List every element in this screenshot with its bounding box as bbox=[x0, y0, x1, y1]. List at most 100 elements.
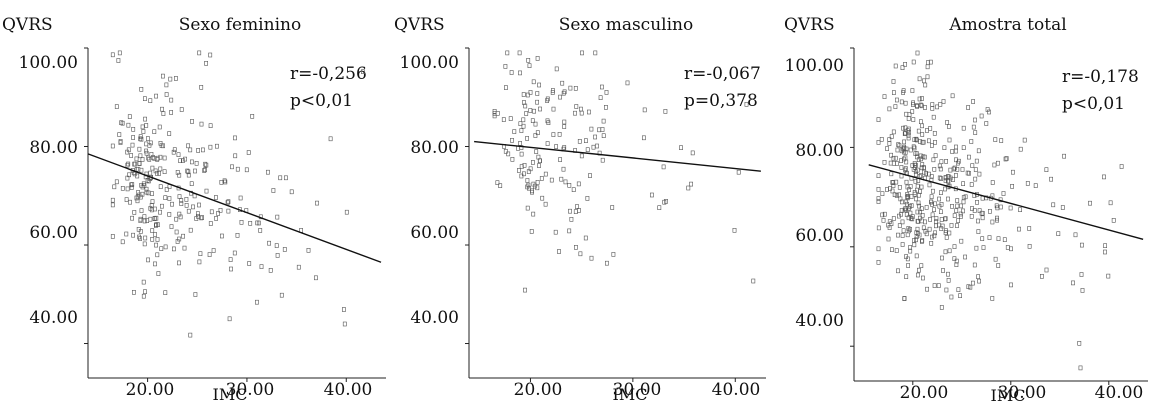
data-point bbox=[495, 111, 500, 116]
data-point bbox=[971, 280, 975, 286]
data-point bbox=[929, 199, 934, 205]
data-point bbox=[601, 118, 606, 124]
data-point bbox=[190, 159, 194, 165]
data-point bbox=[528, 90, 533, 95]
data-point bbox=[890, 247, 894, 252]
data-point bbox=[1111, 218, 1116, 223]
data-point bbox=[1108, 200, 1113, 206]
data-point bbox=[923, 228, 928, 234]
data-point bbox=[893, 63, 898, 69]
data-point bbox=[966, 105, 971, 110]
data-point bbox=[571, 187, 576, 192]
data-point bbox=[148, 98, 153, 103]
data-point bbox=[909, 216, 913, 221]
data-point bbox=[344, 209, 349, 215]
data-point bbox=[138, 134, 143, 139]
data-point bbox=[522, 163, 527, 168]
data-point bbox=[283, 175, 288, 181]
data-point bbox=[925, 64, 930, 70]
data-point bbox=[1009, 246, 1013, 252]
data-point bbox=[927, 138, 931, 144]
data-point bbox=[900, 65, 905, 70]
data-point bbox=[131, 135, 136, 140]
data-point bbox=[259, 264, 264, 269]
data-point bbox=[899, 165, 904, 170]
data-point bbox=[938, 102, 943, 107]
data-point bbox=[125, 162, 130, 168]
data-point bbox=[216, 211, 221, 216]
data-point bbox=[892, 192, 897, 197]
data-point bbox=[876, 225, 881, 231]
data-point bbox=[129, 185, 134, 190]
data-point bbox=[140, 124, 145, 130]
data-point bbox=[917, 203, 922, 209]
x-tick-label: 30.00 bbox=[613, 380, 662, 400]
data-point bbox=[880, 191, 885, 196]
data-point bbox=[186, 172, 191, 178]
data-point bbox=[116, 58, 121, 63]
data-point bbox=[954, 157, 958, 163]
data-point bbox=[896, 232, 900, 238]
data-point bbox=[214, 195, 218, 200]
data-point bbox=[969, 139, 974, 144]
data-point bbox=[917, 267, 921, 273]
data-point bbox=[535, 180, 540, 185]
data-point bbox=[143, 116, 148, 122]
scatter-chart-feminino: QVRS Sexo feminino 100.00 80.00 60.00 40… bbox=[2, 15, 386, 404]
data-point bbox=[129, 182, 134, 188]
data-point bbox=[939, 176, 943, 181]
data-point bbox=[903, 199, 908, 205]
data-point bbox=[920, 238, 925, 243]
data-point bbox=[1027, 226, 1032, 231]
data-point bbox=[209, 209, 214, 215]
data-point bbox=[939, 217, 944, 222]
data-point bbox=[232, 250, 237, 256]
data-point bbox=[194, 161, 199, 166]
data-point bbox=[915, 103, 919, 108]
data-point bbox=[535, 99, 540, 105]
data-point bbox=[578, 251, 583, 257]
data-point bbox=[271, 188, 276, 193]
data-point bbox=[568, 208, 572, 214]
data-point bbox=[279, 292, 284, 298]
data-point bbox=[891, 216, 896, 221]
data-point bbox=[961, 208, 965, 214]
data-point bbox=[186, 143, 191, 149]
data-point bbox=[156, 271, 161, 276]
data-point bbox=[549, 177, 554, 183]
data-point bbox=[928, 217, 933, 222]
data-point bbox=[931, 114, 936, 120]
data-point bbox=[112, 184, 117, 190]
data-point bbox=[880, 212, 885, 218]
data-point bbox=[690, 150, 695, 156]
data-point bbox=[909, 194, 914, 199]
data-point bbox=[129, 153, 134, 158]
data-point bbox=[144, 150, 149, 156]
data-point bbox=[289, 189, 294, 195]
data-point bbox=[930, 234, 934, 240]
data-point bbox=[911, 117, 916, 122]
data-point bbox=[135, 198, 140, 204]
data-point bbox=[204, 60, 209, 66]
data-point bbox=[973, 117, 977, 123]
data-point bbox=[197, 259, 202, 265]
data-point bbox=[940, 223, 945, 229]
data-point bbox=[922, 78, 926, 84]
data-point bbox=[506, 151, 511, 157]
data-point bbox=[128, 199, 132, 205]
data-point bbox=[585, 196, 590, 201]
data-point bbox=[939, 209, 943, 214]
data-point bbox=[907, 126, 911, 132]
data-point bbox=[611, 252, 616, 257]
y-tick-label: 100.00 bbox=[400, 53, 459, 73]
data-point bbox=[920, 140, 925, 145]
data-point bbox=[933, 153, 938, 158]
data-point bbox=[1062, 153, 1067, 159]
data-point bbox=[927, 226, 932, 232]
data-point bbox=[533, 133, 538, 138]
data-point bbox=[906, 116, 911, 121]
data-point bbox=[144, 189, 149, 195]
data-point bbox=[179, 201, 184, 206]
data-point bbox=[196, 214, 201, 219]
data-point bbox=[120, 239, 125, 245]
